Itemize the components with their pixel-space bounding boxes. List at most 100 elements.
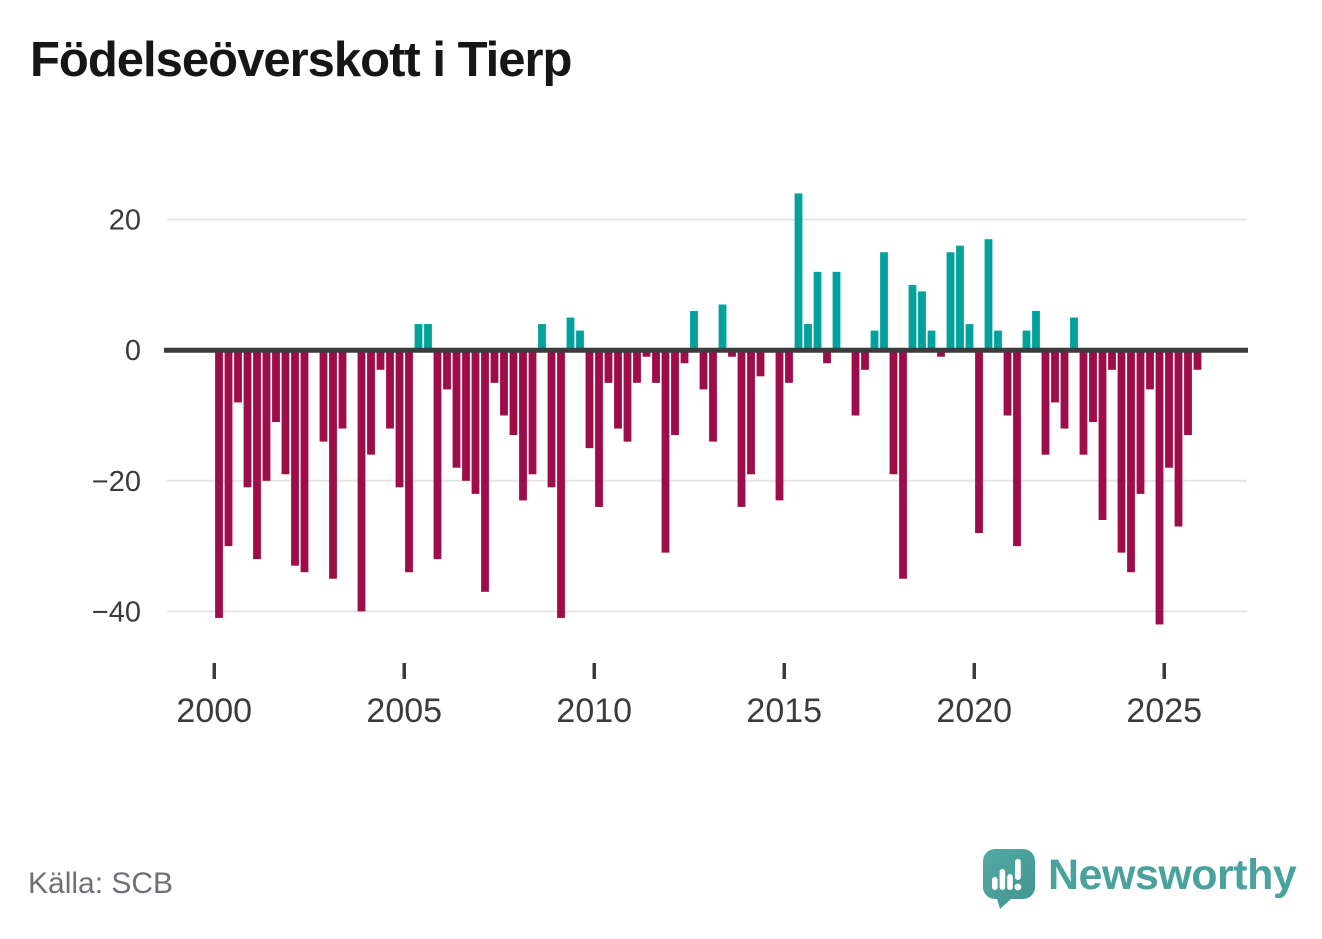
logo-bar-2 [999,869,1006,890]
y-label--40: −40 [92,596,141,628]
bar-2009-Q1 [557,350,565,618]
bar-2005-Q2 [414,324,423,351]
bar-2007-Q3 [500,350,508,416]
bar-2002-Q1 [291,350,299,566]
bar-2016-Q4 [851,350,860,416]
bar-2014-Q1 [747,350,755,475]
bar-2020-Q4 [1003,350,1012,416]
bar-2025-Q4 [1193,350,1202,370]
bar-2000-Q3 [234,350,242,403]
bar-2012-Q4 [699,350,708,390]
bar-2013-Q1 [709,350,717,442]
x-label-2015: 2015 [746,692,822,730]
bar-2006-Q1 [443,350,451,390]
logo-exclamation-dot [1014,883,1022,891]
bar-2015-Q1 [785,350,793,383]
bar-2016-Q2 [832,271,841,351]
x-label-2005: 2005 [366,692,442,730]
y-label--20: −20 [92,466,141,498]
source-note: Källa: SCB [28,867,174,900]
bar-2015-Q4 [813,271,822,351]
newsworthy-bubble-icon [983,849,1035,909]
bar-2017-Q3 [880,252,888,351]
bar-2020-Q2 [984,239,993,351]
bar-2011-Q4 [661,350,670,553]
bar-2012-Q1 [671,350,679,436]
bar-2017-Q4 [889,350,898,475]
bar-2013-Q2 [718,304,727,351]
bar-2010-Q2 [604,350,613,383]
bar-2010-Q1 [595,350,603,507]
x-label-2000: 2000 [176,692,252,730]
x-label-2020: 2020 [936,692,1012,730]
bar-2003-Q1 [329,350,337,579]
bar-2005-Q1 [405,350,413,573]
y-label-20: 20 [109,205,141,237]
bar-2023-Q1 [1089,350,1097,423]
bar-2021-Q3 [1032,311,1040,351]
bar-2018-Q4 [927,330,936,351]
bar-2025-Q3 [1184,350,1192,436]
bar-2004-Q1 [367,350,375,455]
bar-2003-Q2 [338,350,347,429]
bar-2007-Q4 [509,350,518,436]
bar-2019-Q4 [965,324,974,351]
bar-2013-Q3 [728,350,736,357]
bar-2019-Q2 [946,252,955,351]
bar-2006-Q4 [471,350,480,494]
bar-2018-Q2 [908,284,917,351]
bar-2015-Q3 [804,324,812,351]
bar-2008-Q3 [538,324,546,351]
bar-2015-Q2 [794,193,803,351]
bar-2011-Q2 [642,350,651,357]
bar-2000-Q4 [243,350,252,488]
bar-2024-Q3 [1146,350,1154,390]
brand-name: Newsworthy [1048,851,1297,899]
bar-2017-Q2 [870,330,879,351]
bar-2018-Q3 [918,291,926,351]
bar-2007-Q1 [481,350,489,592]
bar-2004-Q4 [395,350,404,488]
bar-2003-Q4 [357,350,366,612]
logo-bar-1 [992,877,998,890]
bar-2000-Q1 [215,350,223,618]
bar-2011-Q1 [633,350,641,383]
bar-2022-Q3 [1070,317,1078,351]
bar-2025-Q2 [1174,350,1183,527]
bar-2007-Q2 [490,350,499,383]
bar-2005-Q3 [424,324,432,351]
bar-2013-Q4 [737,350,746,507]
bar-2008-Q4 [547,350,556,488]
bar-2020-Q1 [975,350,983,534]
bar-2021-Q4 [1041,350,1050,455]
bar-2006-Q3 [462,350,470,481]
bar-2022-Q4 [1079,350,1088,455]
bar-2019-Q3 [956,245,964,351]
bar-2011-Q3 [652,350,660,383]
page-title: Födelseöverskott i Tierp [30,33,572,87]
bar-2022-Q2 [1060,350,1069,429]
bar-2019-Q1 [937,350,945,357]
bar-2001-Q4 [281,350,290,475]
bar-2014-Q2 [756,350,765,377]
bar-2001-Q1 [253,350,261,560]
bar-2000-Q2 [224,350,233,547]
bar-2004-Q3 [386,350,394,429]
y-label-0: 0 [125,335,141,367]
bar-2002-Q2 [300,350,309,573]
bar-2009-Q3 [576,330,584,351]
bar-2025-Q1 [1165,350,1173,468]
bar-2017-Q1 [861,350,869,370]
bar-2008-Q1 [519,350,527,501]
bar-2002-Q4 [319,350,328,442]
bar-2012-Q2 [680,350,689,364]
bar-2021-Q1 [1013,350,1021,547]
bar-2008-Q2 [528,350,537,475]
logo-exclamation-bar [1015,859,1021,880]
bar-2012-Q3 [690,311,698,351]
bar-2001-Q3 [272,350,280,423]
bar-2009-Q2 [566,317,575,351]
bar-2001-Q2 [262,350,271,481]
bar-2018-Q1 [899,350,907,579]
